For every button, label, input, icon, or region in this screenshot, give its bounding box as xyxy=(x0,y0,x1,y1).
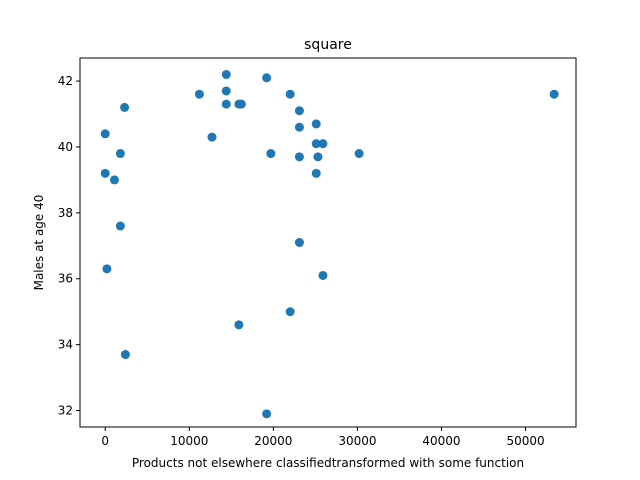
data-point xyxy=(549,89,559,99)
data-point xyxy=(262,73,272,83)
data-point xyxy=(115,149,125,159)
data-points xyxy=(100,69,559,419)
x-axis-ticks: 0 10000 20000 30000 40000 50000 xyxy=(101,427,545,448)
data-point xyxy=(115,221,125,231)
data-point xyxy=(221,99,231,109)
data-point xyxy=(120,102,130,112)
x-tick-label: 30000 xyxy=(338,434,376,448)
x-tick-label: 50000 xyxy=(506,434,544,448)
data-point xyxy=(207,132,217,142)
data-point xyxy=(311,119,321,129)
data-point xyxy=(109,175,119,185)
data-point xyxy=(318,270,328,280)
data-point xyxy=(285,307,295,317)
plot-frame xyxy=(79,57,577,428)
data-point xyxy=(221,86,231,96)
data-point xyxy=(311,139,321,149)
data-point xyxy=(102,264,112,274)
data-point xyxy=(294,106,304,116)
y-tick-label: 42 xyxy=(58,74,73,88)
x-axis-label: Products not elsewhere classifiedtransfo… xyxy=(132,456,524,470)
y-axis-ticks: 32 34 36 38 40 42 xyxy=(58,74,80,418)
data-point xyxy=(100,129,110,139)
data-point xyxy=(318,139,328,149)
data-point xyxy=(234,320,244,330)
data-point xyxy=(294,152,304,162)
data-point xyxy=(313,152,323,162)
y-tick-label: 34 xyxy=(58,338,73,352)
data-point xyxy=(266,149,276,159)
y-tick-label: 40 xyxy=(58,140,73,154)
data-point xyxy=(120,350,130,360)
y-tick-label: 36 xyxy=(58,272,73,286)
y-tick-label: 32 xyxy=(58,404,73,418)
x-tick-label: 40000 xyxy=(422,434,460,448)
x-tick-label: 10000 xyxy=(170,434,208,448)
y-tick-label: 38 xyxy=(58,206,73,220)
data-point xyxy=(294,238,304,247)
x-tick-label: 0 xyxy=(101,434,109,448)
x-tick-label: 20000 xyxy=(254,434,292,448)
data-point xyxy=(354,149,364,159)
data-point xyxy=(294,122,304,132)
y-axis-label: Males at age 40 xyxy=(32,195,46,291)
chart-title: square xyxy=(304,37,352,53)
data-point xyxy=(194,89,204,99)
data-point xyxy=(311,168,321,178)
data-point xyxy=(285,89,295,99)
data-point xyxy=(100,168,110,178)
data-point xyxy=(236,99,246,109)
data-point xyxy=(221,69,231,79)
data-point xyxy=(262,409,272,419)
